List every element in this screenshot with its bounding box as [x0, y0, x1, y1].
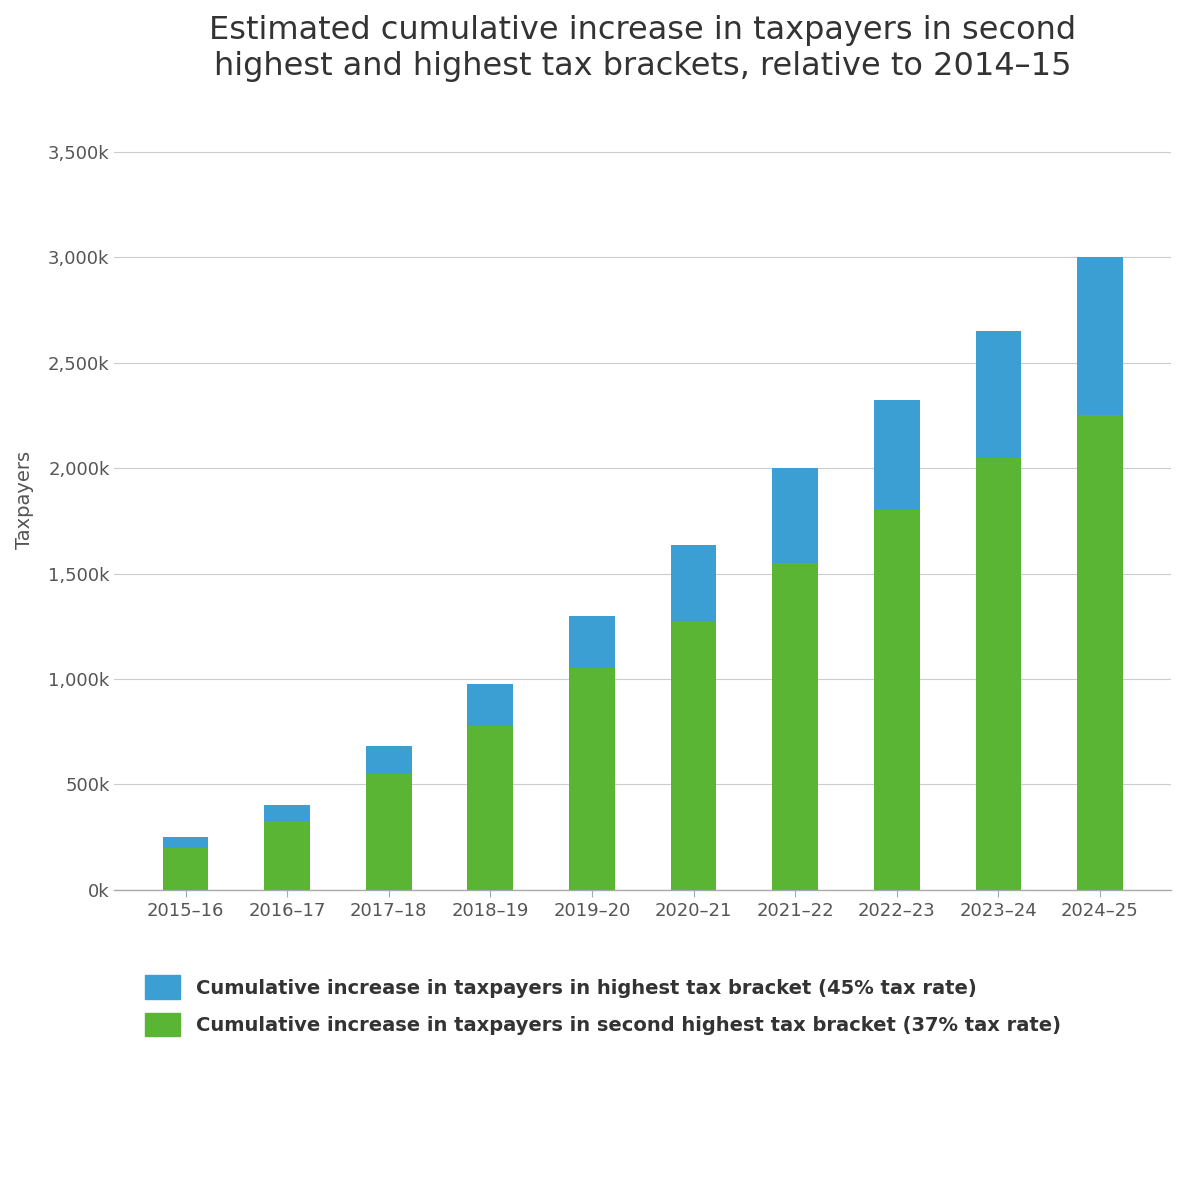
- Bar: [163, 838, 209, 847]
- Bar: [976, 457, 1021, 890]
- Bar: [366, 746, 412, 774]
- Bar: [468, 726, 514, 890]
- Y-axis label: Taxpayers: Taxpayers: [14, 451, 34, 548]
- Bar: [773, 468, 818, 563]
- Bar: [874, 510, 919, 890]
- Title: Estimated cumulative increase in taxpayers in second
highest and highest tax bra: Estimated cumulative increase in taxpaye…: [209, 14, 1076, 82]
- Bar: [1078, 257, 1123, 415]
- Bar: [874, 400, 919, 510]
- Bar: [1078, 415, 1123, 890]
- Bar: [569, 668, 614, 890]
- Bar: [468, 684, 514, 726]
- Bar: [773, 563, 818, 890]
- Bar: [569, 616, 614, 668]
- Legend: Cumulative increase in taxpayers in highest tax bracket (45% tax rate), Cumulati: Cumulative increase in taxpayers in high…: [145, 976, 1061, 1037]
- Bar: [671, 545, 716, 622]
- Bar: [976, 331, 1021, 457]
- Bar: [671, 622, 716, 890]
- Bar: [366, 774, 412, 890]
- Bar: [163, 847, 209, 890]
- Bar: [264, 821, 310, 890]
- Bar: [264, 804, 310, 821]
